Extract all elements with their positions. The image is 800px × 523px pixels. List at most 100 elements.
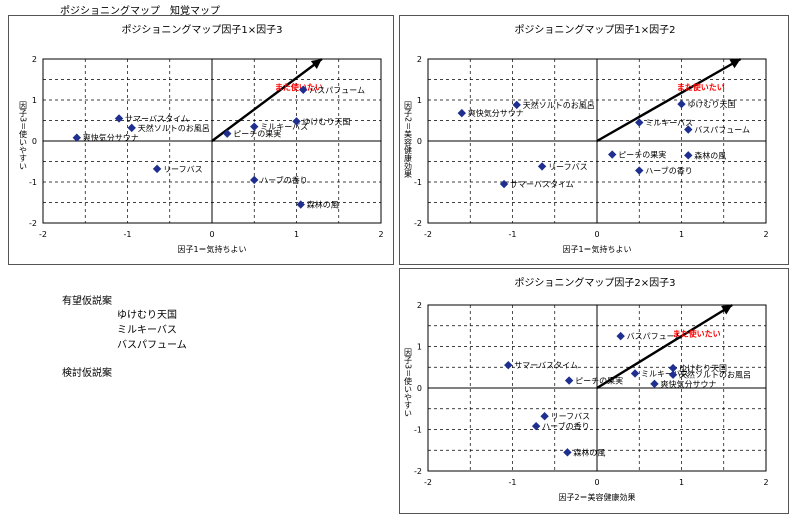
data-point-marker bbox=[684, 125, 693, 134]
y-tick-label: 0 bbox=[32, 137, 37, 146]
data-point-label: ミルキーバス bbox=[645, 119, 693, 128]
data-point-label: リーフバス bbox=[163, 165, 203, 174]
y-tick-label: -1 bbox=[414, 178, 422, 187]
data-point-label: サマーバスタイム bbox=[125, 114, 189, 123]
data-point-label: ゆけむり天国 bbox=[303, 117, 351, 126]
chart-factor1-factor3: ポジショニングマップ因子1×因子3 -2 -1 0 1 2 -2 -1 0 1 2 因子1＝気持ちよい… bbox=[19, 23, 384, 254]
data-point-label: サマーバスタイム bbox=[514, 361, 578, 370]
chart-factor1-factor2: ポジショニングマップ因子1×因子2 -2 -1 0 1 2 -2 -1 0 1 2 因子1＝気持ちよい… bbox=[404, 23, 769, 254]
data-point-label: リーフバス bbox=[551, 412, 591, 421]
trend-arrow-head bbox=[729, 59, 741, 69]
y-tick-label: 2 bbox=[417, 301, 422, 310]
annotation-label: また使いたい bbox=[275, 82, 323, 92]
data-point-label: 森林の風 bbox=[573, 447, 605, 457]
y-tick-label: 0 bbox=[417, 137, 422, 146]
data-point-label: ハーブの香り bbox=[260, 175, 308, 185]
data-point-label: 爽快気分サウナ bbox=[468, 108, 524, 118]
x-axis-label: 因子1＝気持ちよい bbox=[177, 244, 246, 254]
chart-title: ポジショニングマップ因子2×因子3 bbox=[514, 276, 675, 289]
chart-title: ポジショニングマップ因子1×因子2 bbox=[514, 23, 675, 36]
y-tick-label: -2 bbox=[414, 219, 422, 228]
y-axis-label: 因子3＝使いやすい bbox=[404, 348, 413, 417]
review-hypotheses-label: 検討仮説案 bbox=[62, 368, 112, 379]
promising-hypothesis-item: ミルキーバス bbox=[117, 325, 177, 336]
annotation-label: また使いたい bbox=[673, 329, 721, 339]
data-point-label: ミルキーバス bbox=[641, 369, 689, 378]
x-tick-label: -2 bbox=[424, 230, 432, 239]
chart-factor2-factor3: ポジショニングマップ因子2×因子3 -2 -1 0 1 2 -2 -1 0 1 2 因子2＝美容健康効… bbox=[404, 276, 769, 502]
y-tick-label: 0 bbox=[417, 384, 422, 393]
data-point-marker bbox=[152, 164, 162, 174]
x-tick-label: -2 bbox=[424, 478, 432, 487]
page-title: ポジショニングマップ 知覚マップ bbox=[60, 6, 220, 17]
data-point-label: 森林の風 bbox=[694, 150, 726, 160]
x-tick-label: 0 bbox=[594, 230, 599, 239]
data-point-label: 爽快気分サウナ bbox=[83, 133, 139, 143]
x-tick-label: -1 bbox=[509, 230, 517, 239]
x-tick-label: 0 bbox=[209, 230, 214, 239]
y-tick-label: -1 bbox=[414, 426, 422, 435]
data-point-marker bbox=[457, 108, 466, 118]
data-point-label: ハーブの香り bbox=[542, 421, 590, 431]
x-tick-label: 1 bbox=[679, 230, 684, 239]
x-tick-label: 2 bbox=[763, 478, 768, 487]
data-point-marker bbox=[223, 129, 232, 138]
trend-arrow-head bbox=[310, 59, 322, 69]
chart-panel-factor2-factor3: ポジショニングマップ因子2×因子3 -2 -1 0 1 2 -2 -1 0 1 2 因子2＝美容健康効… bbox=[399, 268, 789, 514]
x-tick-label: 2 bbox=[763, 230, 768, 239]
y-tick-label: 2 bbox=[417, 55, 422, 64]
data-point-label: ピーチの果実 bbox=[575, 376, 623, 386]
data-point-marker bbox=[635, 118, 644, 127]
y-tick-label: 2 bbox=[32, 55, 37, 64]
data-point-label: 天然ソルトのお風呂 bbox=[523, 100, 595, 110]
x-tick-label: -1 bbox=[509, 478, 517, 487]
data-point-label: ハーブの香り bbox=[645, 166, 693, 176]
data-point-label: ピーチの果実 bbox=[233, 129, 281, 139]
x-axis-label: 因子1＝気持ちよい bbox=[562, 244, 631, 254]
trend-arrow-line bbox=[596, 303, 733, 390]
data-point-marker bbox=[684, 151, 693, 160]
y-tick-label: 1 bbox=[417, 343, 422, 352]
data-point-label: ゆけむり天国 bbox=[688, 100, 736, 109]
trend-arrow-line bbox=[211, 58, 323, 142]
data-point-marker bbox=[677, 99, 686, 109]
data-point-label: バスパフューム bbox=[627, 332, 683, 341]
x-axis-label: 因子2＝美容健康効果 bbox=[558, 492, 635, 502]
data-point-label: サマーバスタイム bbox=[510, 180, 574, 189]
data-point-label: 爽快気分サウナ bbox=[660, 379, 716, 389]
data-point-marker bbox=[299, 85, 308, 94]
x-tick-label: 2 bbox=[378, 230, 383, 239]
y-tick-label: -1 bbox=[29, 178, 37, 187]
y-tick-label: -2 bbox=[414, 467, 422, 476]
data-point-marker bbox=[499, 179, 509, 189]
data-point-marker bbox=[635, 166, 644, 175]
chart-title: ポジショニングマップ因子1×因子3 bbox=[121, 23, 282, 36]
data-point-label: ミルキーバス bbox=[260, 123, 308, 132]
promising-hypothesis-item: バスパフューム bbox=[117, 340, 187, 351]
annotation-label: また使いたい bbox=[677, 82, 725, 92]
data-point-label: リーフバス bbox=[548, 162, 588, 171]
data-point-label: 森林の風 bbox=[307, 200, 339, 210]
data-point-label: ゆけむり天国 bbox=[679, 364, 727, 373]
chart-panel-factor1-factor3: ポジショニングマップ因子1×因子3 -2 -1 0 1 2 -2 -1 0 1 2 因子1＝気持ちよい… bbox=[8, 15, 394, 265]
data-point-marker bbox=[296, 200, 305, 209]
data-point-marker bbox=[564, 376, 574, 385]
data-point-label: ピーチの果実 bbox=[618, 150, 666, 160]
promising-hypothesis-item: ゆけむり天国 bbox=[117, 310, 177, 321]
y-tick-label: 1 bbox=[417, 96, 422, 105]
trend-arrow-head bbox=[721, 305, 733, 315]
data-point-label: 天然ソルトのお風呂 bbox=[138, 123, 210, 133]
data-point-marker bbox=[250, 175, 259, 185]
data-point-marker bbox=[250, 122, 259, 131]
data-point-label: バスパフューム bbox=[694, 126, 750, 135]
data-point-marker bbox=[127, 123, 136, 133]
y-axis-label: 因子2＝美容健康効果 bbox=[404, 101, 413, 179]
x-tick-label: 1 bbox=[679, 478, 684, 487]
data-point-label: バスパフューム bbox=[309, 86, 365, 95]
y-tick-label: -2 bbox=[29, 219, 37, 228]
x-tick-label: 0 bbox=[594, 478, 599, 487]
x-tick-label: -1 bbox=[124, 230, 132, 239]
data-point-marker bbox=[72, 133, 81, 142]
y-axis-label: 因子3＝使いやすい bbox=[19, 101, 28, 170]
data-point-marker bbox=[114, 114, 124, 123]
